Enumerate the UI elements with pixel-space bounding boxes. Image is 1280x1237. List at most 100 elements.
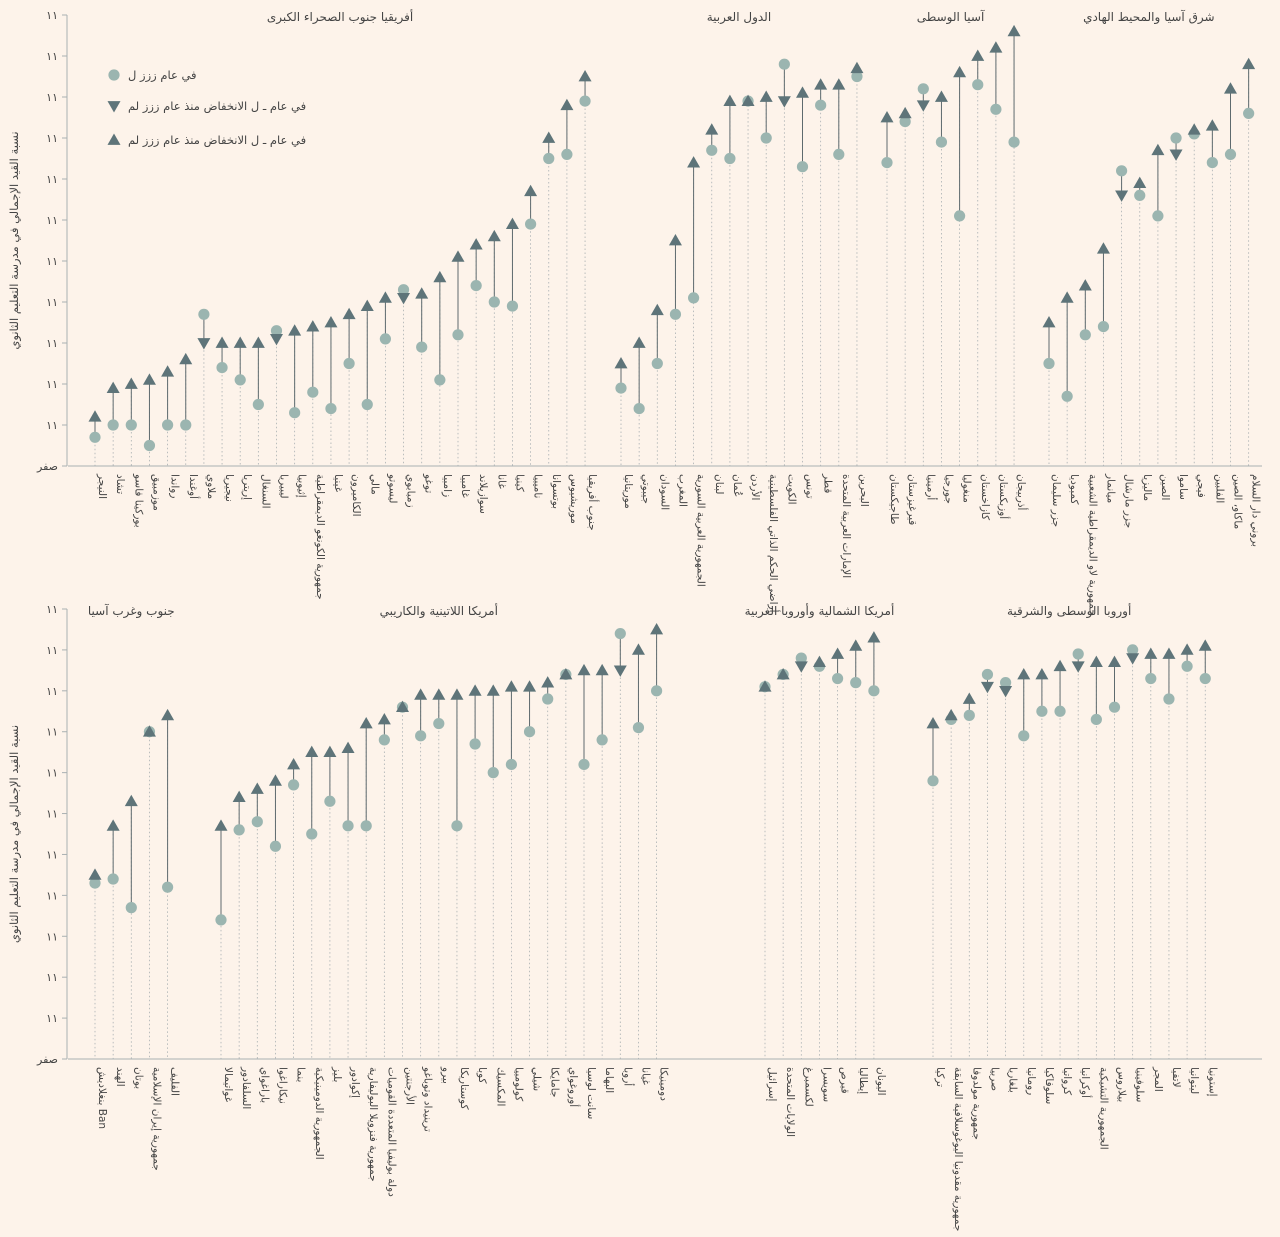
country-label: رومانيا bbox=[1025, 1067, 1037, 1095]
y-tick-label: ۱۱ bbox=[46, 603, 58, 616]
point-2017 bbox=[595, 663, 609, 676]
country-label: ساموا bbox=[1177, 474, 1189, 500]
point-2017 bbox=[668, 234, 682, 246]
point-2017 bbox=[161, 708, 175, 721]
point-2017 bbox=[831, 647, 845, 659]
country-label: عُمان bbox=[731, 474, 743, 497]
country-label: بنما bbox=[295, 1067, 307, 1082]
point-2017 bbox=[414, 688, 428, 700]
point-1999 bbox=[1108, 701, 1121, 713]
point-1999 bbox=[307, 386, 319, 398]
point-2017 bbox=[233, 336, 247, 348]
country-label: جزر مارشال bbox=[1123, 474, 1135, 528]
point-2017 bbox=[486, 684, 500, 696]
point-2017 bbox=[324, 316, 338, 328]
country-label: كمبوديا bbox=[1068, 474, 1080, 504]
country-label: غانا bbox=[495, 474, 507, 489]
country-label: أوكرانيا bbox=[1079, 1067, 1093, 1098]
point-2017 bbox=[1144, 647, 1158, 659]
point-2017 bbox=[214, 819, 228, 831]
region-group: أمريكا اللاتينية والكاريبي غواتيمالا السلف… bbox=[214, 603, 670, 1197]
country-label: كوستاريكا bbox=[458, 1067, 470, 1110]
point-2017 bbox=[161, 365, 175, 377]
country-label: فيجي bbox=[1195, 474, 1207, 498]
point-1999 bbox=[289, 407, 301, 419]
point-1999 bbox=[525, 218, 537, 230]
region-title: جنوب وغرب آسيا bbox=[88, 603, 175, 619]
point-1999 bbox=[469, 738, 481, 750]
point-2017 bbox=[1035, 667, 1049, 680]
point-1999 bbox=[1199, 672, 1211, 685]
point-1999 bbox=[688, 292, 700, 304]
country-label: أوروغواي bbox=[567, 1067, 581, 1107]
point-2017 bbox=[867, 631, 881, 643]
region-title: شرق آسيا والمحيط الهادي bbox=[1083, 9, 1215, 25]
point-1999 bbox=[990, 103, 1002, 115]
point-1999 bbox=[324, 795, 336, 807]
point-1999 bbox=[1000, 677, 1012, 689]
point-1999 bbox=[778, 58, 790, 70]
point-2017 bbox=[650, 303, 664, 316]
point-2017 bbox=[777, 96, 791, 108]
country-label: ترينيداد وتوباغو bbox=[422, 1066, 434, 1132]
country-label: بوركينا فاسو bbox=[132, 473, 144, 528]
y-tick-label: ۱۱ bbox=[46, 419, 58, 432]
country-label: ماليزيا bbox=[1141, 474, 1153, 501]
point-1999 bbox=[143, 439, 156, 452]
point-2017 bbox=[916, 100, 930, 112]
country-label: شيلي bbox=[531, 1067, 543, 1091]
country-label: قبرص bbox=[839, 1067, 851, 1094]
point-2017 bbox=[142, 725, 156, 737]
point-1999 bbox=[927, 775, 939, 787]
point-1999 bbox=[505, 758, 517, 771]
region-title: أمريكا الشمالية وأوروبا الغربية bbox=[745, 603, 895, 619]
point-2017 bbox=[926, 717, 940, 729]
point-1999 bbox=[487, 767, 499, 779]
point-2017 bbox=[962, 692, 976, 704]
country-label: مالي bbox=[368, 474, 380, 495]
y-tick-label: ۱۱ bbox=[46, 173, 58, 186]
point-1999 bbox=[615, 382, 627, 394]
point-1999 bbox=[579, 95, 591, 107]
point-2017 bbox=[88, 410, 102, 422]
point-2017 bbox=[1096, 242, 1110, 254]
point-1999 bbox=[543, 152, 555, 165]
country-label: جزر سليمان bbox=[1050, 474, 1062, 527]
point-2017 bbox=[359, 717, 373, 729]
country-label: جامايكا bbox=[549, 1067, 561, 1097]
country-label: بيرو bbox=[440, 1066, 452, 1084]
point-1999 bbox=[1008, 136, 1020, 148]
legend-label: في عام ززز ل bbox=[128, 68, 197, 83]
point-2017 bbox=[705, 123, 719, 135]
country-label: كازاخستان bbox=[979, 474, 991, 520]
point-1999 bbox=[1181, 660, 1193, 672]
point-2017 bbox=[614, 357, 628, 369]
point-2017 bbox=[758, 680, 772, 692]
point-1999 bbox=[416, 341, 428, 353]
point-1999 bbox=[724, 152, 736, 165]
country-label: الأردن bbox=[749, 474, 762, 500]
point-1999 bbox=[1072, 648, 1084, 660]
point-1999 bbox=[881, 157, 893, 169]
region-title: آسيا الوسطى bbox=[917, 9, 985, 25]
country-label: جمهورية مقدونيا اليوغوسلافية السابقة bbox=[952, 1067, 964, 1231]
country-label: إستونيا bbox=[1206, 1067, 1218, 1097]
legend: في عام ززز ل في عام ـ ل الانخفاض منذ عام … bbox=[107, 68, 306, 148]
point-1999 bbox=[288, 779, 300, 791]
point-2017 bbox=[232, 790, 246, 803]
point-1999 bbox=[795, 652, 807, 664]
country-label: تشاد bbox=[114, 474, 126, 494]
point-2017 bbox=[469, 238, 483, 250]
country-label: بليز bbox=[331, 1066, 343, 1082]
point-1999 bbox=[651, 357, 663, 370]
point-1999 bbox=[1090, 713, 1102, 726]
point-2017 bbox=[1042, 316, 1056, 328]
point-2017 bbox=[999, 685, 1013, 698]
point-2017 bbox=[541, 676, 555, 688]
point-2017 bbox=[287, 757, 301, 770]
country-label: غينيا bbox=[332, 474, 344, 493]
country-label: موريتانيا bbox=[622, 474, 634, 509]
country-label: الكاميرون bbox=[350, 474, 362, 516]
region-group: أفريقيا جنوب الصحراء الكبرى النيجر تشاد بور… bbox=[88, 9, 600, 600]
country-label: أوغندا bbox=[187, 474, 201, 499]
